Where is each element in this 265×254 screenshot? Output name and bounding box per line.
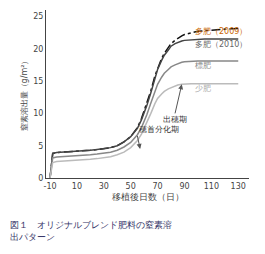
svg-text:多肥（2009）: 多肥（2009）	[195, 27, 247, 36]
svg-text:15: 15	[33, 77, 43, 86]
svg-text:70: 70	[152, 182, 162, 191]
svg-text:50: 50	[126, 182, 136, 191]
svg-text:0: 0	[38, 174, 43, 183]
svg-text:110: 110	[204, 182, 219, 191]
svg-text:窒素溶出量（g/m²）: 窒素溶出量（g/m²）	[20, 57, 29, 132]
svg-text:20: 20	[33, 45, 43, 54]
svg-text:出穂期: 出穂期	[163, 115, 187, 124]
svg-text:少肥: 少肥	[195, 84, 211, 93]
svg-text:90: 90	[179, 182, 189, 191]
svg-text:-10: -10	[43, 182, 56, 191]
svg-text:図１ オリジナルブレンド肥料の窒素溶出パターン: 図１ オリジナルブレンド肥料の窒素溶出パターン	[10, 220, 172, 242]
svg-text:10: 10	[33, 109, 43, 118]
svg-text:25: 25	[33, 12, 43, 21]
svg-text:5: 5	[38, 141, 43, 150]
svg-text:30: 30	[99, 182, 109, 191]
svg-text:10: 10	[72, 182, 82, 191]
svg-text:130: 130	[231, 182, 246, 191]
svg-text:多肥（2010）: 多肥（2010）	[195, 40, 247, 49]
svg-text:移植後日数（日）: 移植後日数（日）	[112, 192, 184, 202]
svg-text:穂首分化期: 穂首分化期	[139, 125, 179, 134]
svg-text:標肥: 標肥	[195, 61, 211, 70]
